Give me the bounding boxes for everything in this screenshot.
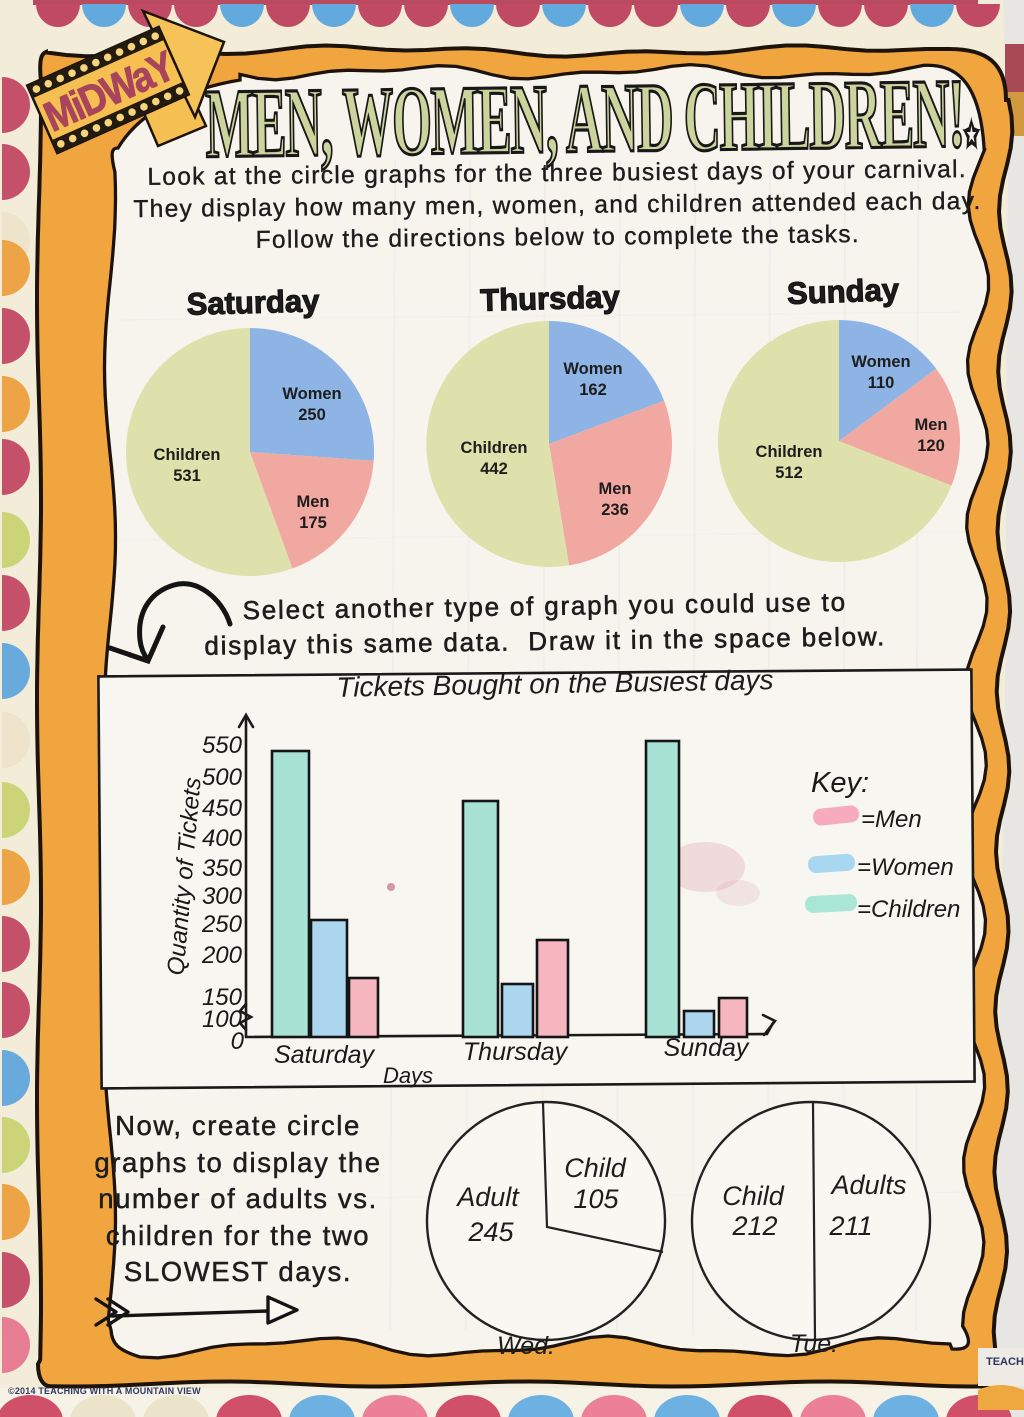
svg-text:400: 400 [202, 825, 243, 852]
svg-text:Days: Days [383, 1063, 433, 1088]
svg-text:Saturday: Saturday [274, 1041, 376, 1069]
svg-text:=Men: =Men [861, 806, 922, 833]
svg-text:=Children: =Children [857, 896, 960, 923]
svg-text:Sunday: Sunday [664, 1034, 750, 1062]
svg-text:350: 350 [202, 855, 243, 882]
svg-text:300: 300 [202, 883, 243, 910]
svg-text:200: 200 [201, 942, 243, 969]
svg-text:150: 150 [202, 984, 243, 1011]
svg-text:Thursday: Thursday [463, 1038, 569, 1066]
svg-text:450: 450 [202, 795, 243, 822]
svg-text:100: 100 [202, 1006, 243, 1033]
svg-text:Key:: Key: [811, 767, 869, 799]
svg-text:=Women: =Women [857, 854, 954, 881]
svg-text:250: 250 [201, 911, 243, 938]
svg-text:0: 0 [231, 1028, 245, 1055]
svg-text:Tickets Bought on the Busiest: Tickets Bought on the Busiest days [336, 664, 774, 703]
svg-text:550: 550 [202, 732, 243, 759]
svg-text:500: 500 [202, 764, 243, 791]
